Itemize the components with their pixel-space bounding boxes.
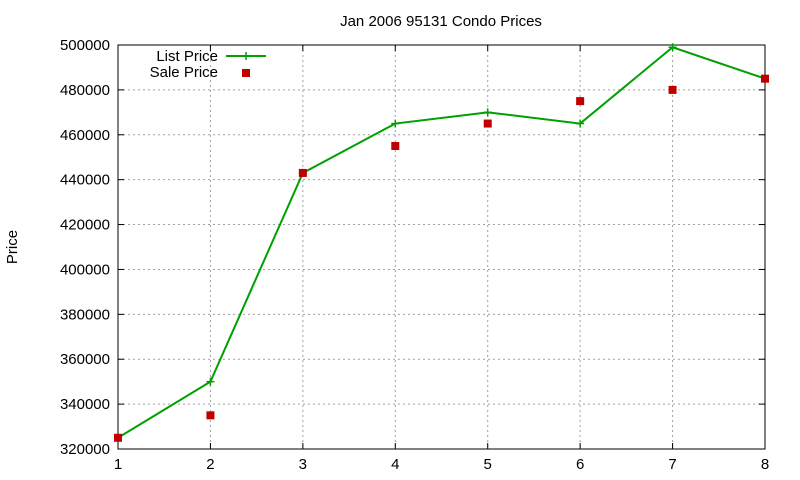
sale-price-point	[391, 142, 400, 150]
legend-sample-marker	[242, 69, 250, 77]
x-tick-label: 5	[484, 456, 492, 473]
y-tick-label: 460000	[60, 127, 110, 144]
sale-price-point	[206, 411, 215, 420]
list-price-point	[668, 43, 677, 52]
sale-price-point	[576, 97, 585, 106]
axes: 320000 340000 360000 380000 400000 420000 4400…	[60, 37, 769, 473]
x-tick-label: 6	[576, 456, 584, 473]
sale-price-point	[483, 119, 492, 128]
list-price-point	[391, 119, 400, 128]
list-price-point	[576, 119, 585, 128]
list-price-point	[483, 108, 492, 117]
x-tick-label: 8	[761, 456, 769, 473]
x-tick-label: 1	[114, 456, 122, 473]
y-axis-label: Price	[4, 230, 21, 264]
sale-price-point	[761, 74, 769, 83]
x-tick-label: 4	[391, 456, 399, 473]
y-tick-label: 360000	[60, 351, 110, 368]
y-tick-label: 340000	[60, 396, 110, 413]
legend-sample-marker	[242, 52, 250, 60]
y-tick-label: 320000	[60, 441, 110, 458]
sale-price-point	[668, 85, 677, 94]
legend-label: List Price	[156, 48, 218, 65]
legend-item-sale-price: Sale Price	[150, 64, 250, 81]
x-tick-label: 2	[206, 456, 214, 473]
x-tick-label: 3	[299, 456, 307, 473]
legend-label: Sale Price	[150, 64, 218, 81]
y-tick-label: 500000	[60, 37, 110, 54]
y-tick-label: 420000	[60, 217, 110, 234]
y-tick-label: 480000	[60, 82, 110, 99]
sale-price-point	[298, 168, 307, 177]
y-tick-label: 400000	[60, 261, 110, 278]
x-tick-label: 7	[668, 456, 676, 473]
list-price-line	[117, 46, 766, 439]
legend-item-list-price: List Price	[156, 48, 266, 65]
sale-price-point	[114, 433, 122, 442]
chart-title: Jan 2006 95131 Condo Prices	[340, 13, 542, 30]
series-sale-price	[114, 74, 769, 442]
series-layer	[114, 43, 769, 442]
y-tick-label: 440000	[60, 172, 110, 189]
grid	[118, 45, 765, 449]
plot-border	[117, 44, 766, 450]
list-price-point	[206, 377, 215, 386]
series-list-price	[114, 43, 769, 442]
y-tick-label: 380000	[60, 306, 110, 323]
